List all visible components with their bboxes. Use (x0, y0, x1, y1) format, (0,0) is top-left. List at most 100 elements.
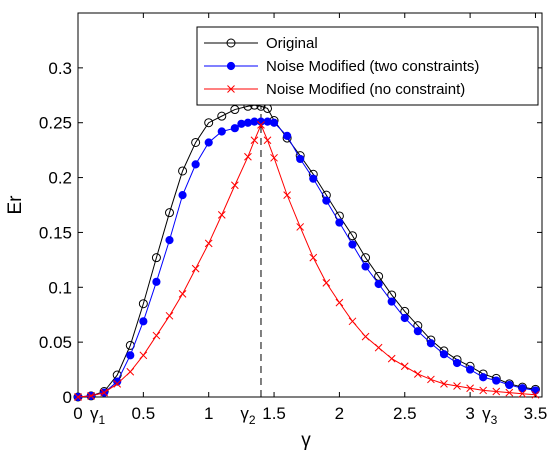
data-point (374, 343, 383, 352)
data-point (361, 262, 370, 271)
data-point (309, 253, 318, 262)
data-point (270, 153, 278, 162)
data-point (426, 339, 436, 348)
data-point (479, 373, 488, 382)
data-point (283, 191, 291, 199)
data-point (263, 136, 272, 145)
legend: Original Noise Modified (two constraints)… (196, 26, 539, 106)
data-point (531, 390, 540, 399)
x-tick-labels: 0 0.5 1 1.5 2 2.5 3 3.5 (73, 404, 547, 423)
data-point (387, 354, 396, 363)
y-tick-label: 0.15 (39, 223, 72, 242)
data-point (361, 332, 370, 341)
data-point (87, 392, 95, 400)
gamma-subscript: 3 (491, 413, 498, 427)
legend-entries: Original Noise Modified (two constraints)… (204, 35, 479, 98)
data-point (400, 362, 409, 371)
data-point (178, 166, 188, 176)
data-point (452, 358, 462, 368)
data-point (492, 376, 501, 385)
data-point (217, 111, 227, 121)
data-point (348, 240, 357, 249)
gamma-annotation: γ2 (240, 404, 256, 427)
y-axis-label: Er (5, 195, 26, 215)
gamma-subscript: 2 (249, 413, 256, 427)
gamma-annotation: γ1 (90, 404, 106, 427)
data-point (440, 379, 448, 388)
data-point (113, 379, 122, 388)
data-point (296, 154, 305, 164)
y-tick-label: 0.25 (39, 114, 72, 133)
data-point (243, 118, 253, 127)
x-tick-label: 1 (204, 404, 213, 423)
data-point (413, 370, 422, 378)
x-tick-label: 2 (335, 404, 344, 423)
data-point (348, 317, 357, 326)
legend-label: Noise Modified (two constraints) (266, 58, 479, 75)
y-tick-labels: 0 0.05 0.1 0.15 0.2 0.25 0.3 (39, 59, 72, 407)
data-point (230, 181, 239, 190)
x-tick-label: 3 (465, 404, 474, 423)
data-point (374, 279, 383, 289)
data-point (191, 137, 201, 147)
data-point (230, 124, 239, 133)
data-point (100, 388, 108, 397)
data-point (263, 117, 272, 126)
y-tick-label: 0.2 (48, 169, 72, 188)
data-point (518, 389, 527, 398)
gamma-base: γ (482, 404, 491, 423)
data-point (113, 377, 122, 386)
data-point (347, 231, 357, 241)
data-point (257, 121, 265, 129)
data-point (269, 118, 279, 127)
x-tick-label: 0.5 (132, 404, 156, 423)
legend-label: Noise Modified (no constraint) (266, 81, 465, 98)
data-point (309, 174, 318, 183)
data-point (191, 264, 200, 273)
y-tick-label: 0.3 (48, 59, 72, 78)
data-point (387, 297, 396, 306)
data-point (151, 253, 161, 263)
data-point (191, 160, 200, 169)
data-point (322, 196, 331, 205)
series-line (77, 123, 536, 398)
data-point (139, 351, 148, 360)
y-tick-label: 0.1 (48, 278, 72, 297)
data-point (250, 136, 259, 145)
data-point (227, 85, 235, 93)
data-point (165, 236, 174, 245)
data-point (400, 313, 409, 323)
data-point (165, 311, 174, 320)
data-point (152, 331, 161, 340)
x-tick-label: 1.5 (262, 404, 286, 423)
data-point (518, 384, 527, 393)
data-point (427, 375, 435, 384)
data-point (204, 239, 213, 248)
series-group (74, 121, 540, 401)
data-point (204, 138, 213, 147)
data-point (204, 118, 214, 128)
data-point (466, 384, 474, 393)
data-point (226, 61, 236, 71)
data-point (505, 380, 514, 390)
x-tick-label: 2.5 (393, 404, 417, 423)
x-axis-label: γ (301, 430, 311, 451)
data-point (138, 299, 148, 309)
data-point (126, 351, 135, 360)
legend-label: Original (266, 35, 318, 52)
data-point (296, 223, 305, 231)
data-point (178, 191, 187, 200)
y-tick-label: 0 (63, 388, 72, 407)
data-point (283, 131, 292, 140)
data-point (74, 393, 82, 401)
data-point (244, 152, 252, 161)
data-point (152, 277, 161, 286)
data-point (226, 38, 236, 48)
data-point (139, 317, 148, 326)
data-point (479, 386, 488, 395)
data-point (217, 211, 226, 219)
data-point (531, 386, 540, 395)
x-tick-label: 0 (73, 404, 82, 423)
gamma-base: γ (240, 404, 249, 423)
data-point (492, 387, 501, 396)
